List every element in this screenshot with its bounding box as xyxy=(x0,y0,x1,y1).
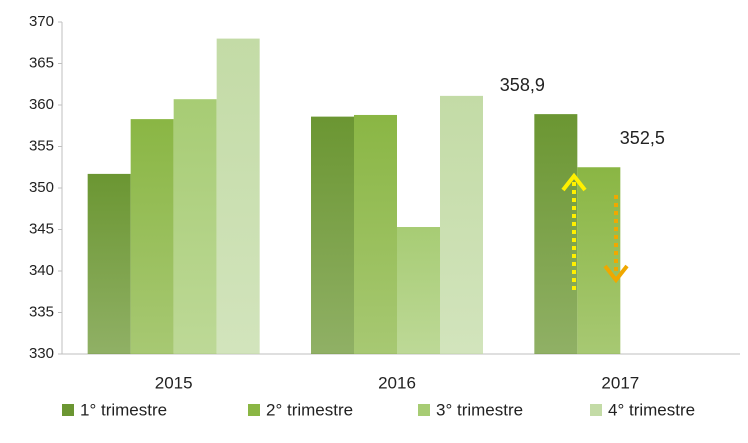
bar xyxy=(216,38,260,354)
bar xyxy=(354,114,397,355)
bar xyxy=(173,99,217,354)
bar xyxy=(130,119,174,354)
bar xyxy=(577,167,621,354)
legend-label: 1° trimestre xyxy=(80,400,167,419)
y-tick-label: 370 xyxy=(29,13,54,30)
y-tick-label: 350 xyxy=(29,179,54,196)
data-label: 358,9 xyxy=(500,75,545,95)
x-tick-label: 2016 xyxy=(378,373,416,392)
y-tick-label: 355 xyxy=(29,137,54,154)
legend-label: 2° trimestre xyxy=(266,400,353,419)
legend-swatch xyxy=(248,404,260,416)
data-label: 352,5 xyxy=(620,128,665,148)
y-tick-label: 360 xyxy=(29,96,54,113)
bar xyxy=(440,95,483,355)
legend-swatch xyxy=(590,404,602,416)
arrow-head-down xyxy=(603,264,629,284)
bar xyxy=(397,227,440,354)
legend-label: 3° trimestre xyxy=(436,400,523,419)
y-tick-label: 335 xyxy=(29,303,54,320)
legend-swatch xyxy=(62,404,74,416)
y-tick-label: 340 xyxy=(29,262,54,279)
legend-swatch xyxy=(418,404,430,416)
bar xyxy=(311,116,354,355)
y-tick-label: 345 xyxy=(29,220,54,237)
y-tick-label: 365 xyxy=(29,54,54,71)
bar xyxy=(534,114,578,354)
x-tick-label: 2017 xyxy=(601,373,639,392)
bar xyxy=(87,173,131,354)
arrow-head-up xyxy=(561,172,587,192)
y-tick-label: 330 xyxy=(29,345,54,362)
legend-label: 4° trimestre xyxy=(608,400,695,419)
x-tick-label: 2015 xyxy=(155,373,193,392)
